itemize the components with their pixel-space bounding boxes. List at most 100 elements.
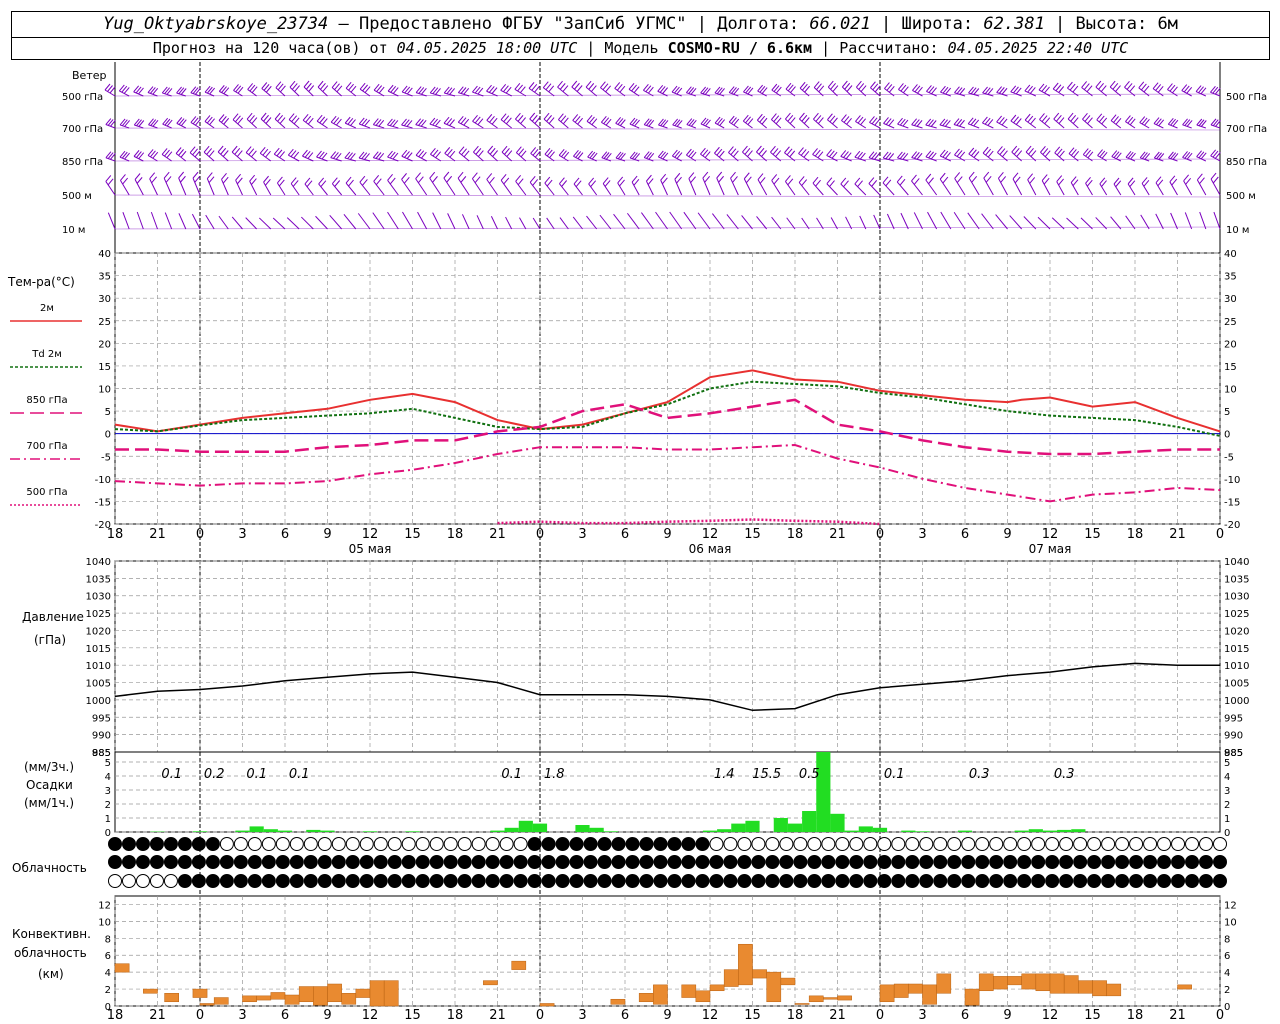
wind-barb-flag: [1157, 179, 1164, 187]
wind-barb-flag: [857, 180, 863, 188]
wind-barb-shaft: [263, 181, 272, 196]
wind-barb-flag: [334, 83, 340, 90]
wind-barb-flag: [742, 114, 749, 122]
conv-bar: [327, 983, 342, 1003]
cloud-cover-icon: [1017, 855, 1032, 869]
cloud-cover-icon: [975, 855, 990, 869]
wind-barb-flag: [1172, 119, 1179, 127]
wind-barb-flag: [1170, 118, 1176, 126]
wind-barb-shaft: [801, 217, 810, 230]
wind-barb-flag: [1010, 85, 1017, 93]
cloud-cover-icon: [695, 837, 710, 851]
wind-barb-flag: [1024, 84, 1031, 92]
wind-barb-flag: [294, 85, 300, 92]
conv-xtick-label: 9: [323, 1008, 331, 1023]
cloud-cover-icon: [359, 837, 374, 851]
wind-barb-flag: [347, 152, 353, 160]
wind-barb-flag: [588, 83, 595, 90]
wind-barb-flag: [971, 175, 978, 183]
wind-barb-flag: [674, 86, 680, 94]
wind-barb-flag: [800, 149, 807, 156]
temp-series-line: [497, 518, 881, 526]
wind-barb-flag: [619, 119, 626, 126]
wind-barb-flag: [432, 118, 438, 126]
wind-level-guide: [114, 226, 1221, 230]
wind-barb-flag: [503, 115, 510, 123]
wind-barb-flag: [1113, 151, 1120, 158]
wind-barb-flag: [771, 113, 777, 120]
wind-barb-flag: [333, 117, 340, 124]
wind-barb-flag: [358, 151, 365, 159]
wind-barb-flag: [1156, 152, 1162, 160]
cloud-cover-icon: [541, 855, 556, 869]
wind-barb-flag: [195, 88, 201, 95]
pressure-ytick-left: 1020: [86, 626, 111, 637]
wind-barb-flag: [418, 87, 425, 94]
wind-barb-flag: [658, 118, 664, 126]
wind-barb-shaft: [812, 182, 824, 196]
wind-barb-flag: [279, 117, 286, 124]
precip-bar: [717, 829, 732, 832]
wind-barb-flag: [1140, 83, 1147, 91]
conv-bar: [978, 973, 994, 992]
wind-barb-flag: [178, 87, 185, 95]
cloud-cover-icon: [597, 837, 612, 851]
precip-bar: [787, 823, 803, 832]
cloud-cover-icon: [1059, 855, 1074, 869]
wind-barb-flag: [647, 86, 654, 94]
wind-barb-flag: [518, 148, 525, 156]
wind-barb-flag: [194, 176, 201, 183]
wind-barb-flag: [1109, 80, 1116, 88]
wind-barb-shaft: [1213, 211, 1221, 230]
wind-barb-flag: [544, 147, 551, 155]
wind-barb-flag: [731, 117, 737, 124]
wind-level-guide: [114, 93, 1221, 97]
cloud-cover-icon: [373, 837, 388, 851]
pressure-ytick-left: 1000: [86, 696, 111, 707]
wind-barb-shaft: [288, 119, 300, 129]
wind-barb-flag: [840, 150, 847, 157]
wind-barb-flag: [634, 153, 641, 160]
wind-barb-flag: [235, 85, 242, 93]
wind-level-label-right: 500 гПа: [1226, 92, 1267, 103]
wind-barb-flag: [845, 152, 852, 160]
wind-barb-flag: [688, 172, 695, 179]
wind-barb-flag: [372, 151, 379, 158]
precip-frame: [114, 751, 1221, 833]
wind-barb-flag: [303, 80, 310, 88]
wind-barb-flag: [874, 153, 880, 160]
cloud-cover-icon: [611, 855, 626, 869]
cloud-cover-icon: [989, 837, 1004, 851]
wind-barb-flag: [1070, 149, 1077, 156]
wind-barb-flag: [457, 115, 464, 123]
wind-barb-flag: [1100, 85, 1107, 92]
wind-barb-flag: [206, 172, 213, 179]
wind-barb-flag: [719, 88, 725, 95]
conv-xtick-label: 6: [961, 1008, 969, 1023]
cloud-cover-icon: [121, 837, 136, 851]
cloud-cover-icon: [569, 874, 584, 888]
wind-barb-flag: [491, 87, 498, 94]
temp-ytick-left: 0: [105, 430, 111, 441]
temp-xtick-label: 0: [876, 527, 884, 542]
temp-xtick-label: 6: [281, 527, 289, 542]
wind-barb-flag: [888, 85, 895, 93]
wind-barb-flag: [276, 149, 283, 157]
wind-barb-flag: [265, 117, 272, 124]
wind-barb-flag: [364, 86, 371, 93]
wind-barb-flag: [954, 172, 961, 179]
wind-barb-shaft: [854, 156, 866, 162]
conv-bar: [922, 984, 937, 1005]
wind-barb-flag: [292, 180, 299, 187]
temp-ytick-left: -15: [95, 497, 111, 508]
wind-barb-flag: [472, 114, 478, 122]
conv-ytick-right: 8: [1224, 934, 1230, 945]
cloud-cover-icon: [835, 855, 850, 869]
wind-barb-flag: [1125, 150, 1132, 158]
wind-barb-flag: [1027, 85, 1033, 93]
wind-barb-flag: [600, 81, 606, 88]
wind-barb-flag: [719, 119, 726, 126]
header-line-1: Yug_Oktyabrskoye_23734 – Предоставлено Ф…: [12, 12, 1269, 38]
temp-xtick-label: 18: [107, 527, 124, 542]
wind-barb-flag: [787, 178, 794, 186]
